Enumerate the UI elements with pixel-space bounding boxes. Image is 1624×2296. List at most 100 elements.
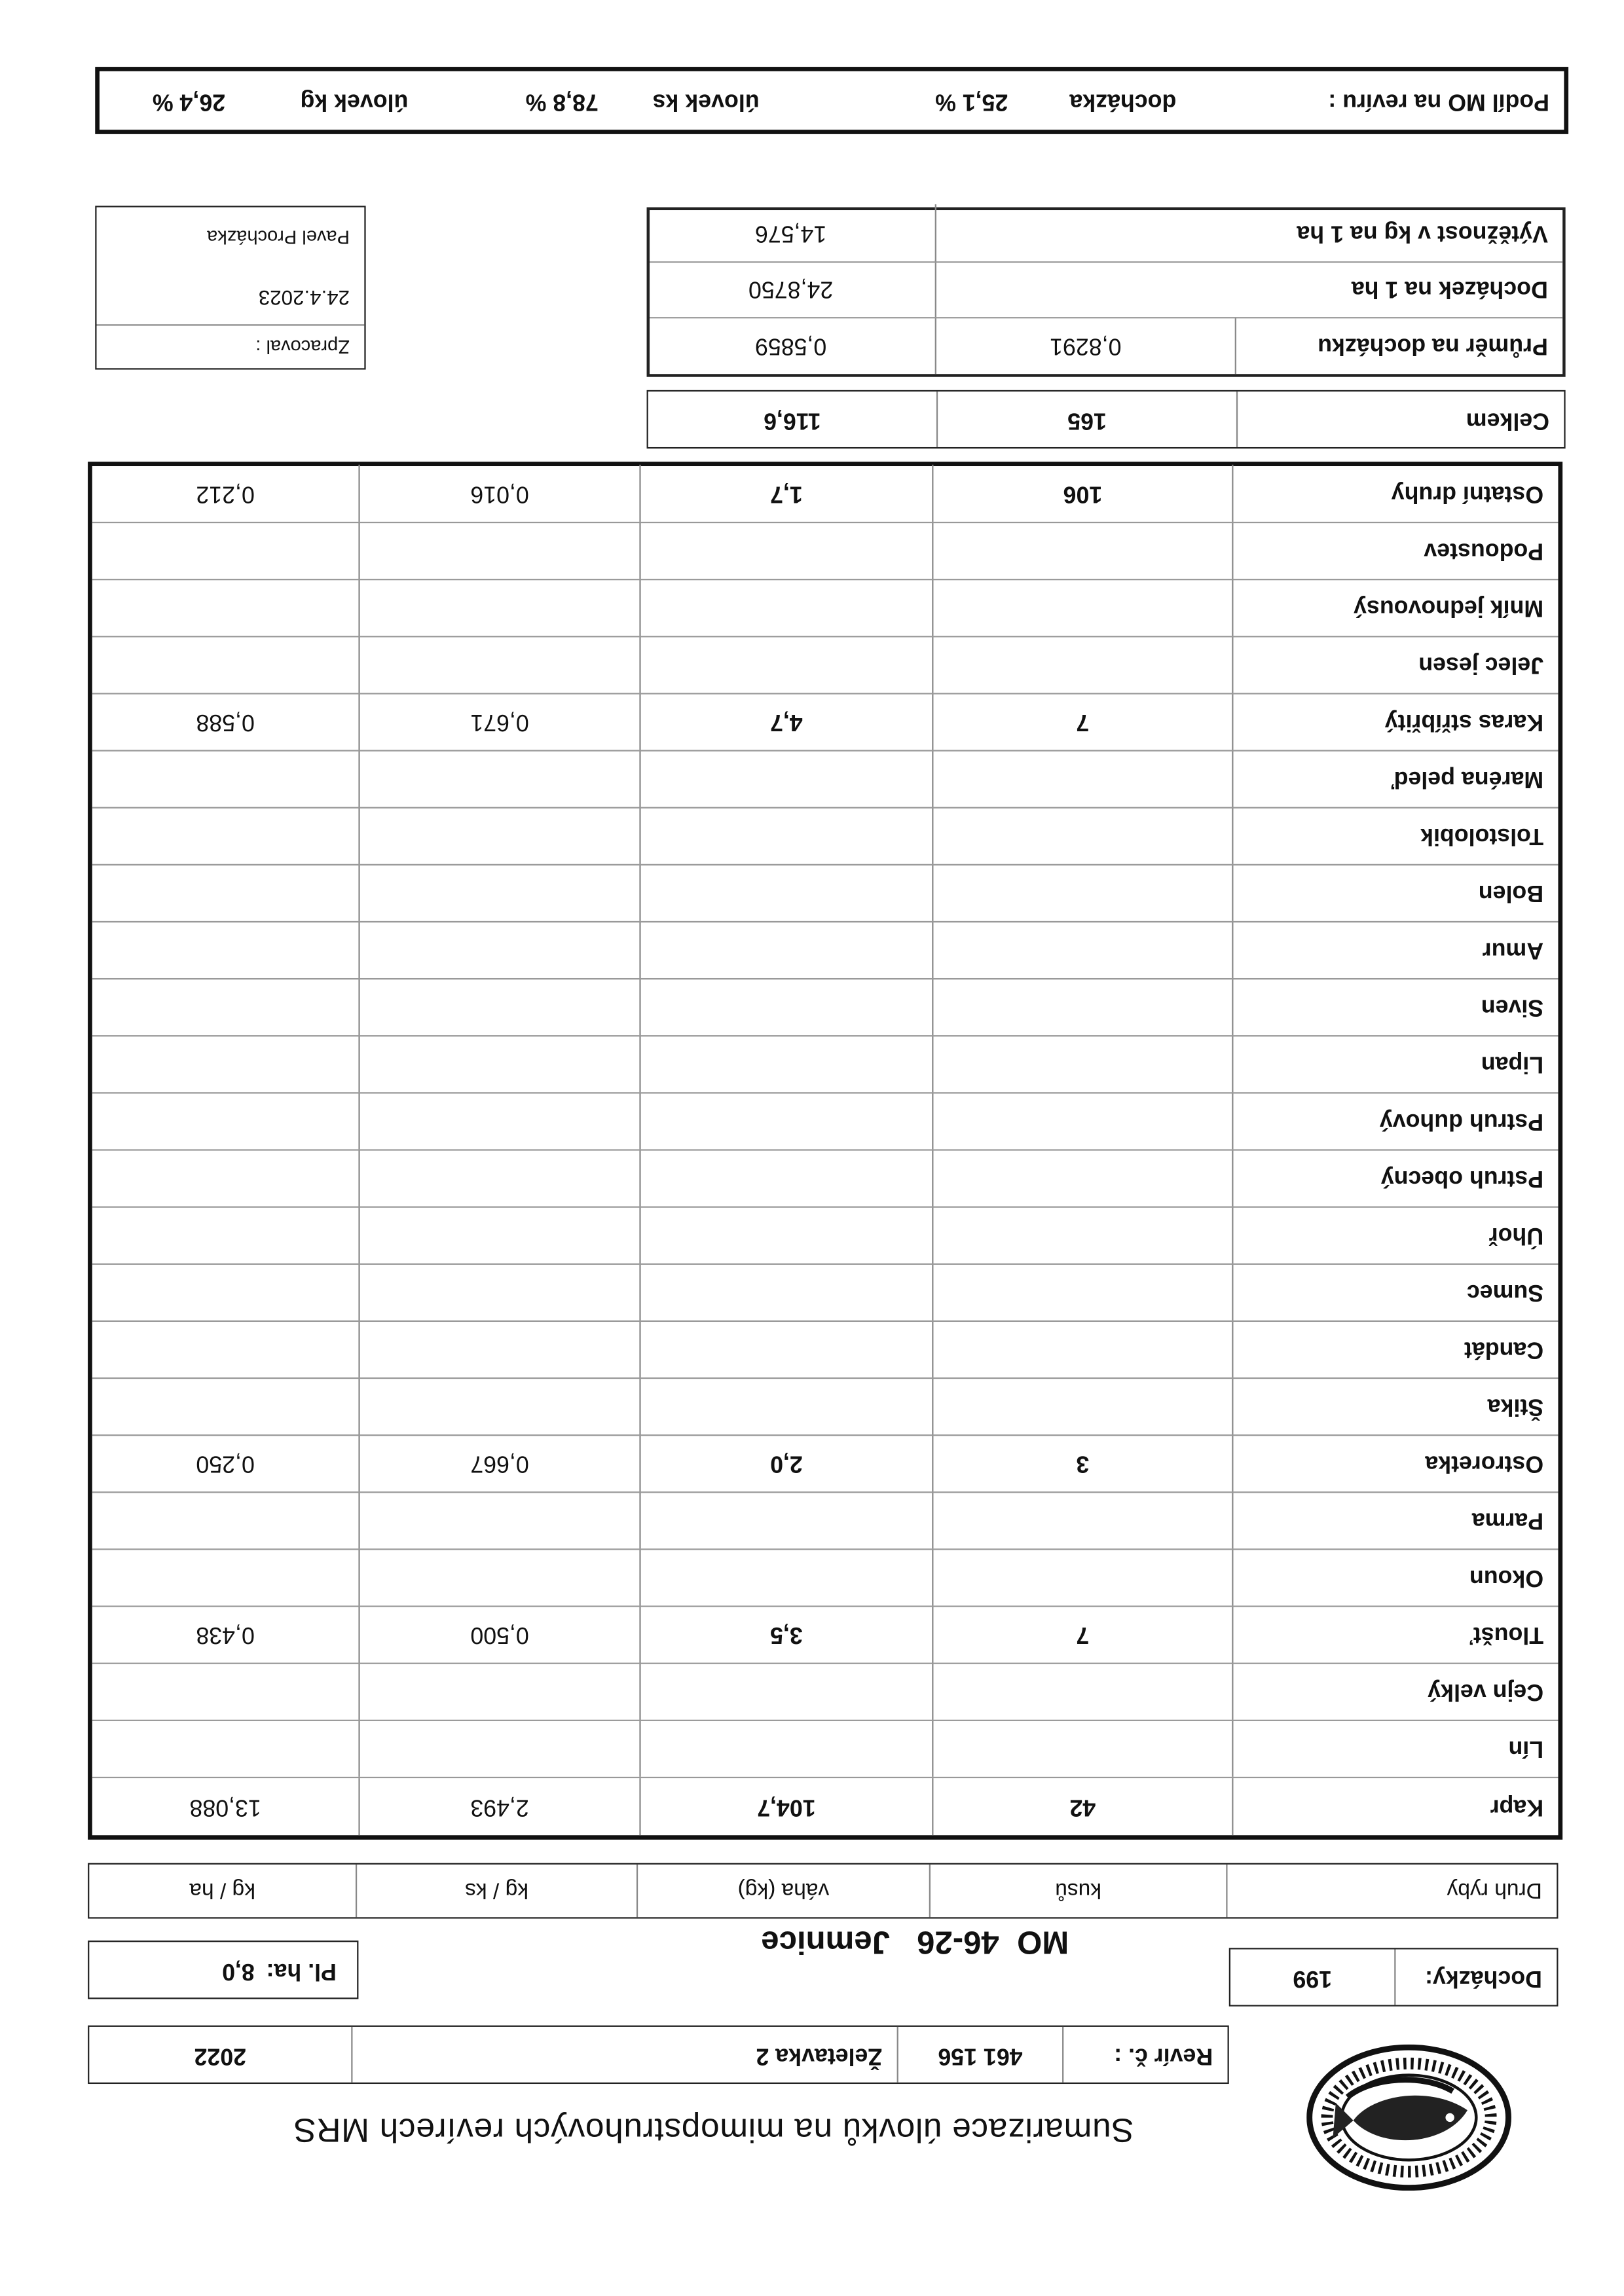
cell-name: Jelec jesen [1418, 652, 1544, 678]
podil-kg: 26,4 % [152, 88, 226, 114]
cell-vaha [640, 1206, 934, 1264]
cell-vaha [640, 1035, 934, 1093]
cell-vaha: 1,7 [640, 464, 934, 522]
prumer-kusu: 0,8291 [936, 317, 1236, 374]
cell-kusu [933, 1662, 1234, 1720]
table-row: Tloušť 7 3,5 0,500 0,438 [92, 1605, 1559, 1664]
cell-kg-ha: 0,212 [92, 464, 360, 522]
cell-vaha: 104,7 [640, 1778, 934, 1836]
cell-kusu [933, 920, 1234, 978]
cell-kg-ha: 13,088 [92, 1778, 360, 1836]
cell-name: Kapr [1490, 1795, 1544, 1820]
cell-kg-ks [360, 636, 641, 693]
cell-kusu [933, 1491, 1234, 1549]
table-row: Štika [92, 1377, 1559, 1436]
cell-kusu: 106 [933, 464, 1234, 522]
cell-vaha [640, 1263, 934, 1321]
cell-name: Pstruh obecný [1380, 1166, 1544, 1192]
table-row: Úhoř [92, 1206, 1559, 1265]
stats-box: Průměr na docházku 0,8291 0,5859 Docháze… [646, 204, 1566, 377]
cell-kg-ha: 0,588 [92, 693, 360, 750]
cell-kg-ha [92, 1491, 360, 1549]
table-row: Pstruh duhový [92, 1092, 1559, 1151]
stats-row-vytez: Výtěžnost v kg na 1 ha 14,576 [646, 204, 1563, 263]
podil-dochazka-label: docházka [1069, 88, 1177, 114]
table-row: Ostroretka 3 2,0 0,667 0,250 [92, 1434, 1559, 1493]
logo [1306, 2044, 1511, 2191]
cell-vaha [640, 1491, 934, 1549]
podil-dochazka: 25,1 % [935, 88, 1008, 114]
cell-kg-ks [360, 1092, 641, 1150]
cell-name: Siven [1481, 994, 1544, 1020]
zpracoval-name: Pavel Procházka [207, 226, 350, 249]
table-row: Parma [92, 1491, 1559, 1550]
col-kg-ha: kg / ha [89, 1864, 358, 1918]
dochazky-value: 199 [1230, 1949, 1396, 2005]
cell-kg-ks: 0,667 [360, 1434, 641, 1492]
cell-kusu [933, 1149, 1234, 1207]
cell-kg-ks: 2,493 [360, 1778, 641, 1836]
cell-kusu [933, 1377, 1234, 1435]
cell-kg-ks [360, 521, 641, 579]
cell-kg-ks [360, 750, 641, 807]
cell-kusu [933, 1548, 1234, 1606]
cell-kg-ha: 0,438 [92, 1605, 360, 1663]
cell-kusu: 42 [933, 1778, 1234, 1836]
cell-kusu [933, 977, 1234, 1036]
cell-kusu: 7 [933, 1605, 1234, 1663]
cell-kg-ha [92, 1149, 360, 1207]
cell-vaha [640, 1719, 934, 1777]
cell-kg-ha [92, 864, 360, 921]
zpracoval-box: Zpracoval : 24.4.2023 Pavel Procházka [95, 206, 366, 370]
plocha-box: Pl. ha: 8,0 [88, 1941, 359, 1999]
col-vaha: váha (kg) [638, 1864, 931, 1918]
cell-name: Karas stříbřitý [1384, 710, 1544, 735]
table-row: Karas stříbřitý 7 4,7 0,671 0,588 [92, 693, 1559, 752]
cell-kg-ha [92, 1548, 360, 1606]
cell-kg-ks [360, 864, 641, 921]
cell-vaha [640, 807, 934, 864]
cell-name: Okoun [1469, 1565, 1544, 1590]
cell-vaha [640, 1548, 934, 1606]
cell-kg-ks [360, 1035, 641, 1093]
cell-kusu: 3 [933, 1434, 1234, 1492]
col-kg-ks: kg / ks [357, 1864, 638, 1918]
table-row: Bolen [92, 864, 1559, 923]
cell-kg-ha [92, 1377, 360, 1435]
cell-kusu [933, 1320, 1234, 1377]
cell-name: Candát [1464, 1337, 1544, 1362]
col-druh: Druh ryby [1447, 1878, 1542, 1904]
prumer-label: Průměr na docházku [1318, 333, 1548, 359]
cell-vaha: 3,5 [640, 1605, 934, 1663]
cell-name: Štika [1487, 1394, 1544, 1419]
podil-ks-label: úlovek ks [652, 88, 760, 114]
table-row: Lipan [92, 1035, 1559, 1094]
table-row: Ostatní druhy 106 1,7 0,016 0,212 [92, 464, 1559, 524]
cell-kg-ha [92, 521, 360, 579]
cell-kg-ks [360, 1491, 641, 1549]
cell-vaha: 4,7 [640, 693, 934, 750]
cell-kusu [933, 1035, 1234, 1093]
cell-kg-ha: 0,250 [92, 1434, 360, 1492]
celkem-label: Celkem [1466, 407, 1550, 433]
cell-vaha [640, 1662, 934, 1720]
table-row: Candát [92, 1320, 1559, 1379]
cell-vaha [640, 864, 934, 921]
cell-kg-ha [92, 1662, 360, 1720]
cell-name: Ostroretka [1425, 1451, 1544, 1476]
podil-kg-label: úlovek kg [300, 88, 409, 114]
cell-kg-ks [360, 1263, 641, 1321]
cell-kusu [933, 807, 1234, 864]
stats-row-dochazek: Docházek na 1 ha 24,8750 [646, 259, 1563, 319]
table-row: Amur [92, 920, 1559, 980]
cell-name: Úhoř [1488, 1223, 1544, 1248]
cell-kg-ks [360, 1377, 641, 1435]
document-title: Sumarizace úlovků na mimopstruhových rev… [293, 2111, 1134, 2150]
cell-kg-ha [92, 1092, 360, 1150]
cell-kusu [933, 750, 1234, 807]
dochazky-box: Docházky: 199 [1228, 1948, 1559, 2007]
cell-kg-ha [92, 1206, 360, 1264]
cell-kusu [933, 1092, 1234, 1150]
prumer-vaha: 0,5859 [646, 317, 936, 374]
